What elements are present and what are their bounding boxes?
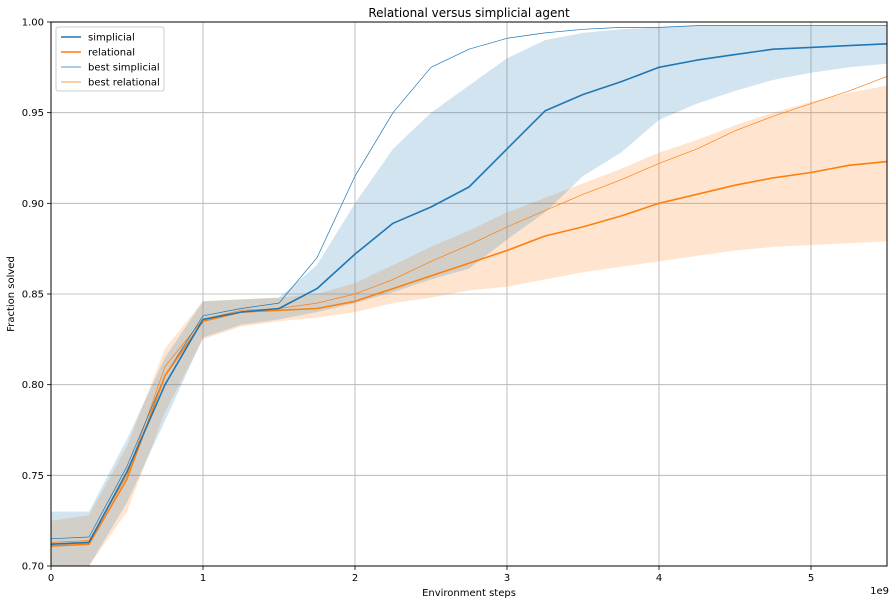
x-tick-label: 5	[808, 573, 814, 584]
y-tick-label: 0.90	[22, 199, 44, 210]
x-tick-label: 0	[48, 573, 54, 584]
legend-entry: best simplicial	[88, 63, 160, 74]
legend-box	[55, 26, 165, 92]
series-line-simplicial	[50, 43, 888, 545]
x-axis-label: Environment steps	[422, 588, 516, 599]
y-tick-label: 0.80	[22, 380, 44, 391]
series-line-relational	[50, 160, 888, 547]
y-axis-label: Fraction solved	[6, 256, 17, 332]
band-relational	[51, 85, 887, 566]
y-tick-label: 0.85	[22, 290, 44, 301]
x-tick-label: 2	[352, 573, 358, 584]
legend-entry: relational	[88, 48, 135, 59]
legend-entry: simplicial	[88, 33, 135, 44]
x-tick-label: 1	[200, 573, 206, 584]
series-lines	[50, 25, 888, 547]
confidence-bands	[51, 25, 887, 567]
y-tick-label: 0.70	[22, 562, 44, 573]
y-tick-label: 0.95	[22, 108, 44, 119]
x-tick-label: 4	[656, 573, 662, 584]
y-tick-label: 0.75	[22, 471, 44, 482]
x-axis-offset-label: 1e9	[870, 586, 889, 597]
y-tick-label: 1.00	[22, 18, 44, 29]
legend: simplicial relational best simplicial best …	[55, 26, 165, 92]
chart-title: Relational versus simplicial agent	[368, 6, 570, 20]
band-simplicial	[51, 25, 887, 567]
legend-entry: best relational	[88, 78, 160, 89]
axis-ticks: 0 1 2 3 4 5 0.70 0.75 0.80 0.85 0.90 0.95 1.00	[22, 18, 814, 585]
x-tick-label: 3	[504, 573, 510, 584]
series-line-best-simplicial	[50, 25, 887, 540]
